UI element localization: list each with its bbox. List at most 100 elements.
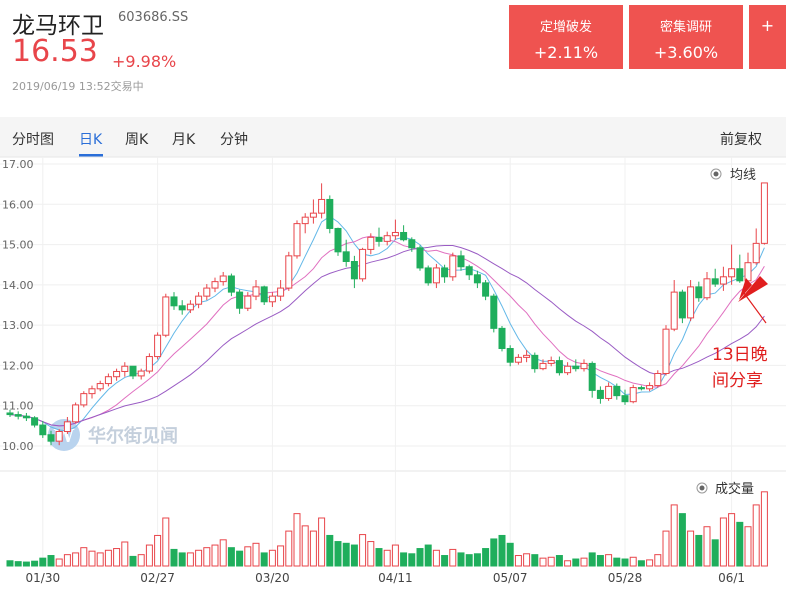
candle-body (613, 385, 621, 397)
tab-weekly-k[interactable]: 周K (125, 132, 149, 148)
volume-bar (178, 552, 186, 567)
candle (318, 183, 326, 219)
volume-bar (719, 517, 727, 567)
volume-bar (104, 549, 112, 567)
legend-price[interactable]: 均线 (710, 168, 756, 183)
volume-bar (47, 555, 55, 567)
candle-body (129, 365, 137, 377)
volume-bar (170, 548, 178, 567)
volume-bar (670, 504, 678, 567)
candle (227, 273, 235, 297)
tab-timeshare[interactable]: 分时图 (12, 132, 54, 148)
candle-body (564, 365, 572, 374)
candle-body (424, 267, 432, 284)
price-tick-label: 14.00 (2, 279, 34, 292)
candle-body (88, 388, 96, 395)
candle-body (137, 370, 145, 377)
volume-bar (400, 552, 408, 567)
date-tick-label: 03/20 (255, 571, 290, 585)
date-axis: 01/30 02/27 03/20 04/11 05/07 05/28 06/1 (26, 571, 746, 585)
tag-card-1[interactable]: 定增破发 +2.11% (509, 5, 623, 69)
candle (531, 352, 539, 373)
candle-body (465, 266, 473, 276)
candle (449, 252, 457, 281)
volume-bar (711, 539, 719, 567)
candle-body (244, 295, 252, 309)
volume-bar (113, 548, 121, 567)
candle (752, 228, 760, 265)
candle-body (285, 255, 293, 289)
candle (72, 402, 80, 424)
candle (350, 255, 358, 289)
volume-bar (252, 542, 260, 567)
tag-card-3[interactable]: + (749, 5, 786, 69)
candle-body (359, 248, 367, 280)
volume-bar (523, 553, 531, 567)
volume-bar (473, 553, 481, 567)
volume-bar (342, 542, 350, 567)
volume-bar (457, 552, 465, 567)
volume-bar (359, 534, 367, 567)
candle-body (342, 251, 350, 262)
volume-bar (367, 541, 375, 567)
volume-bar (203, 547, 211, 567)
volume-bar (539, 557, 547, 567)
legend-volume[interactable]: 成交量 (696, 481, 754, 497)
candle-body (588, 362, 596, 391)
volume-bar (154, 534, 162, 567)
trade-time: 2019/06/19 13:52交易中 (12, 80, 144, 93)
date-tick-label: 06/1 (718, 571, 745, 585)
candle (195, 292, 203, 309)
volume-bar (613, 557, 621, 567)
candle (490, 293, 498, 333)
candle (662, 325, 670, 376)
volume-bar (728, 513, 736, 567)
volume-bar (531, 554, 539, 567)
adjust-button[interactable]: 前复权 (720, 132, 762, 148)
price-tick-label: 11.00 (2, 400, 34, 413)
candle-body (39, 424, 47, 436)
volume-bar (96, 552, 104, 567)
tab-monthly-k[interactable]: 月K (172, 132, 196, 148)
volume-bar (391, 544, 399, 567)
candle-body (687, 286, 695, 319)
volume-bar (752, 504, 760, 567)
volume-bar (31, 560, 39, 567)
candle-body (695, 286, 703, 299)
candle-body (629, 387, 637, 403)
price-tick-label: 17.00 (2, 158, 34, 171)
volume-bar (629, 556, 637, 567)
volume-bar (219, 539, 227, 567)
candle-body (531, 354, 539, 370)
candle (498, 325, 506, 352)
candle (728, 244, 736, 285)
volume-bar (129, 555, 137, 567)
tab-minute[interactable]: 分钟 (220, 132, 248, 148)
volume-bar (334, 541, 342, 567)
candle (760, 182, 768, 245)
volume-bar (375, 548, 383, 567)
candle (383, 231, 391, 246)
volume-bar (662, 530, 670, 567)
candle-body (719, 276, 727, 285)
candle-body (498, 327, 506, 350)
tag-card-2[interactable]: 密集调研 +3.60% (629, 5, 743, 69)
candle (473, 270, 481, 289)
candle-body (572, 365, 580, 370)
volume-bar (301, 525, 309, 567)
candle-body (104, 376, 112, 385)
volume-bar (736, 521, 744, 567)
candle (695, 281, 703, 302)
candle-body (268, 295, 276, 303)
candle-body (678, 291, 686, 319)
candle (482, 280, 490, 301)
candle-body (621, 395, 629, 403)
candle (678, 289, 686, 324)
volume-bar (268, 549, 276, 567)
tab-daily-k[interactable]: 日K (79, 132, 103, 148)
annotation-line2: 间分享 (712, 371, 763, 391)
active-tab-indicator (79, 154, 103, 157)
candle-body (703, 278, 711, 299)
volume-bar (703, 526, 711, 567)
